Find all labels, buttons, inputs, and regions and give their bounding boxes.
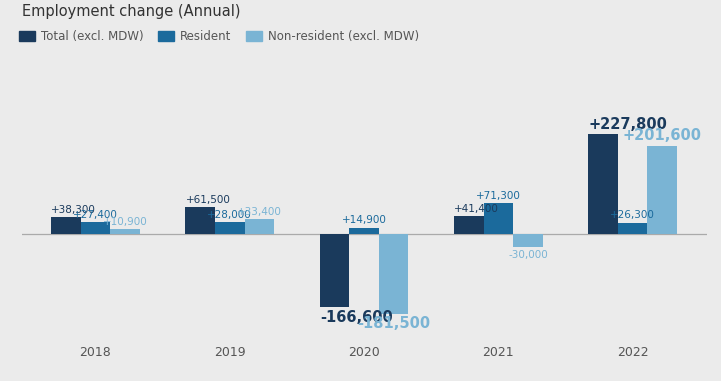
- Bar: [350, 227, 379, 234]
- Text: +14,900: +14,900: [342, 215, 386, 226]
- Bar: [513, 234, 543, 247]
- Bar: [320, 234, 350, 307]
- Bar: [81, 222, 110, 234]
- Bar: [484, 203, 513, 234]
- Bar: [244, 219, 274, 234]
- Text: +33,400: +33,400: [237, 207, 282, 217]
- Text: +41,400: +41,400: [454, 204, 499, 214]
- Bar: [618, 223, 647, 234]
- Text: +201,600: +201,600: [623, 128, 702, 143]
- Text: +71,300: +71,300: [476, 190, 521, 201]
- Text: +61,500: +61,500: [185, 195, 230, 205]
- Legend: Total (excl. MDW), Resident, Non-resident (excl. MDW): Total (excl. MDW), Resident, Non-residen…: [14, 26, 424, 48]
- Text: +38,300: +38,300: [51, 205, 96, 215]
- Text: -181,500: -181,500: [357, 316, 430, 331]
- Bar: [110, 229, 140, 234]
- Bar: [379, 234, 408, 314]
- Text: -30,000: -30,000: [508, 250, 548, 259]
- Text: +227,800: +227,800: [588, 117, 667, 132]
- Bar: [51, 217, 81, 234]
- Text: +26,300: +26,300: [610, 210, 655, 220]
- Text: +27,400: +27,400: [73, 210, 118, 220]
- Bar: [647, 146, 677, 234]
- Text: Employment change (Annual): Employment change (Annual): [22, 4, 240, 19]
- Text: -166,600: -166,600: [320, 310, 392, 325]
- Bar: [588, 134, 618, 234]
- Text: +28,000: +28,000: [208, 210, 252, 220]
- Bar: [185, 207, 215, 234]
- Bar: [215, 222, 244, 234]
- Bar: [454, 216, 484, 234]
- Text: +10,900: +10,900: [102, 217, 147, 227]
